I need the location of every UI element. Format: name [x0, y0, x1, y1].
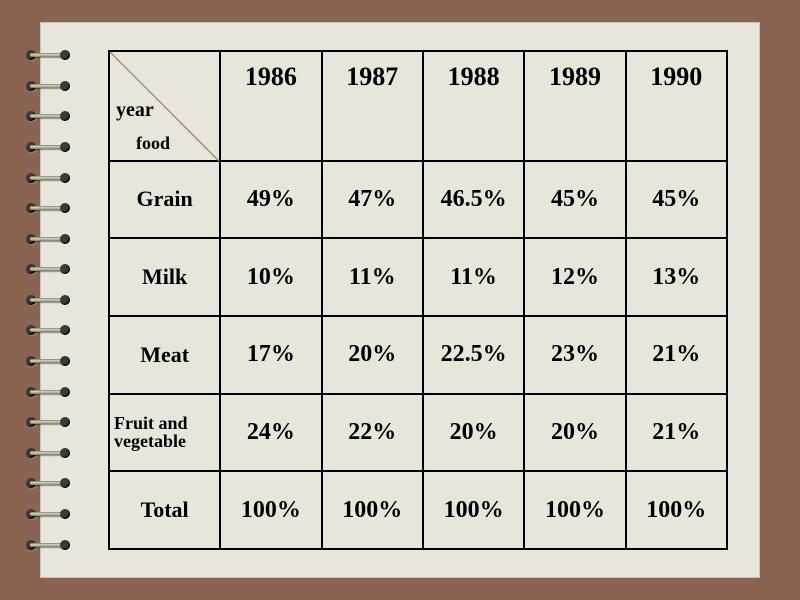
table-header-row: year food 19861987198819891990	[109, 51, 727, 161]
table-cell: 22.5%	[423, 316, 524, 394]
binding-ring	[24, 260, 72, 278]
binding-ring	[24, 383, 72, 401]
table-cell: 17%	[220, 316, 321, 394]
spiral-binding	[24, 40, 72, 560]
table-cell: 11%	[423, 238, 524, 316]
table-cell: 100%	[220, 471, 321, 549]
table-row-header: Grain	[109, 161, 220, 239]
binding-ring	[24, 77, 72, 95]
table-cell: 47%	[322, 161, 423, 239]
corner-label-year: year	[116, 99, 154, 122]
binding-ring	[24, 352, 72, 370]
table-cell: 20%	[423, 394, 524, 472]
binding-ring	[24, 505, 72, 523]
table-cell: 12%	[524, 238, 625, 316]
corner-label-food: food	[136, 133, 170, 154]
binding-ring	[24, 169, 72, 187]
table-col-header: 1987	[322, 51, 423, 161]
table-row-header: Meat	[109, 316, 220, 394]
table-cell: 10%	[220, 238, 321, 316]
table-row: Grain49%47%46.5%45%45%	[109, 161, 727, 239]
data-table: yearfood19861987198819891990Grain49%47%4…	[108, 50, 728, 550]
table-row: Fruit and vegetable24%22%20%20%21%	[109, 394, 727, 472]
table-cell: 100%	[322, 471, 423, 549]
table-col-header: 1989	[524, 51, 625, 161]
table-row: Milk10%11%11%12%13%	[109, 238, 727, 316]
table-cell: 49%	[220, 161, 321, 239]
table-cell: 13%	[626, 238, 727, 316]
slide-frame: yearfood19861987198819891990Grain49%47%4…	[0, 0, 800, 600]
binding-ring	[24, 138, 72, 156]
table-cell: 45%	[626, 161, 727, 239]
table-cell: 11%	[322, 238, 423, 316]
table-row-header: Total	[109, 471, 220, 549]
table-cell: 22%	[322, 394, 423, 472]
table-cell: 45%	[524, 161, 625, 239]
binding-ring	[24, 474, 72, 492]
data-table-wrap: yearfood19861987198819891990Grain49%47%4…	[108, 50, 728, 550]
binding-ring	[24, 444, 72, 462]
binding-ring	[24, 230, 72, 248]
binding-ring	[24, 536, 72, 554]
table-body: yearfood19861987198819891990Grain49%47%4…	[109, 51, 727, 549]
binding-ring	[24, 413, 72, 431]
binding-ring	[24, 291, 72, 309]
table-cell: 100%	[423, 471, 524, 549]
table-cell: 100%	[524, 471, 625, 549]
table-corner-cell: year food	[109, 51, 220, 161]
table-row: Meat17%20%22.5%23%21%	[109, 316, 727, 394]
binding-ring	[24, 107, 72, 125]
table-col-header: 1988	[423, 51, 524, 161]
table-col-header: 1986	[220, 51, 321, 161]
table-cell: 20%	[322, 316, 423, 394]
table-cell: 24%	[220, 394, 321, 472]
table-cell: 46.5%	[423, 161, 524, 239]
table-row-header: Milk	[109, 238, 220, 316]
table-row-header: Fruit and vegetable	[109, 394, 220, 472]
binding-ring	[24, 46, 72, 64]
table-cell: 21%	[626, 316, 727, 394]
table-cell: 23%	[524, 316, 625, 394]
table-cell: 20%	[524, 394, 625, 472]
table-cell: 21%	[626, 394, 727, 472]
binding-ring	[24, 199, 72, 217]
binding-ring	[24, 321, 72, 339]
table-cell: 100%	[626, 471, 727, 549]
table-col-header: 1990	[626, 51, 727, 161]
table-row: Total100%100%100%100%100%	[109, 471, 727, 549]
